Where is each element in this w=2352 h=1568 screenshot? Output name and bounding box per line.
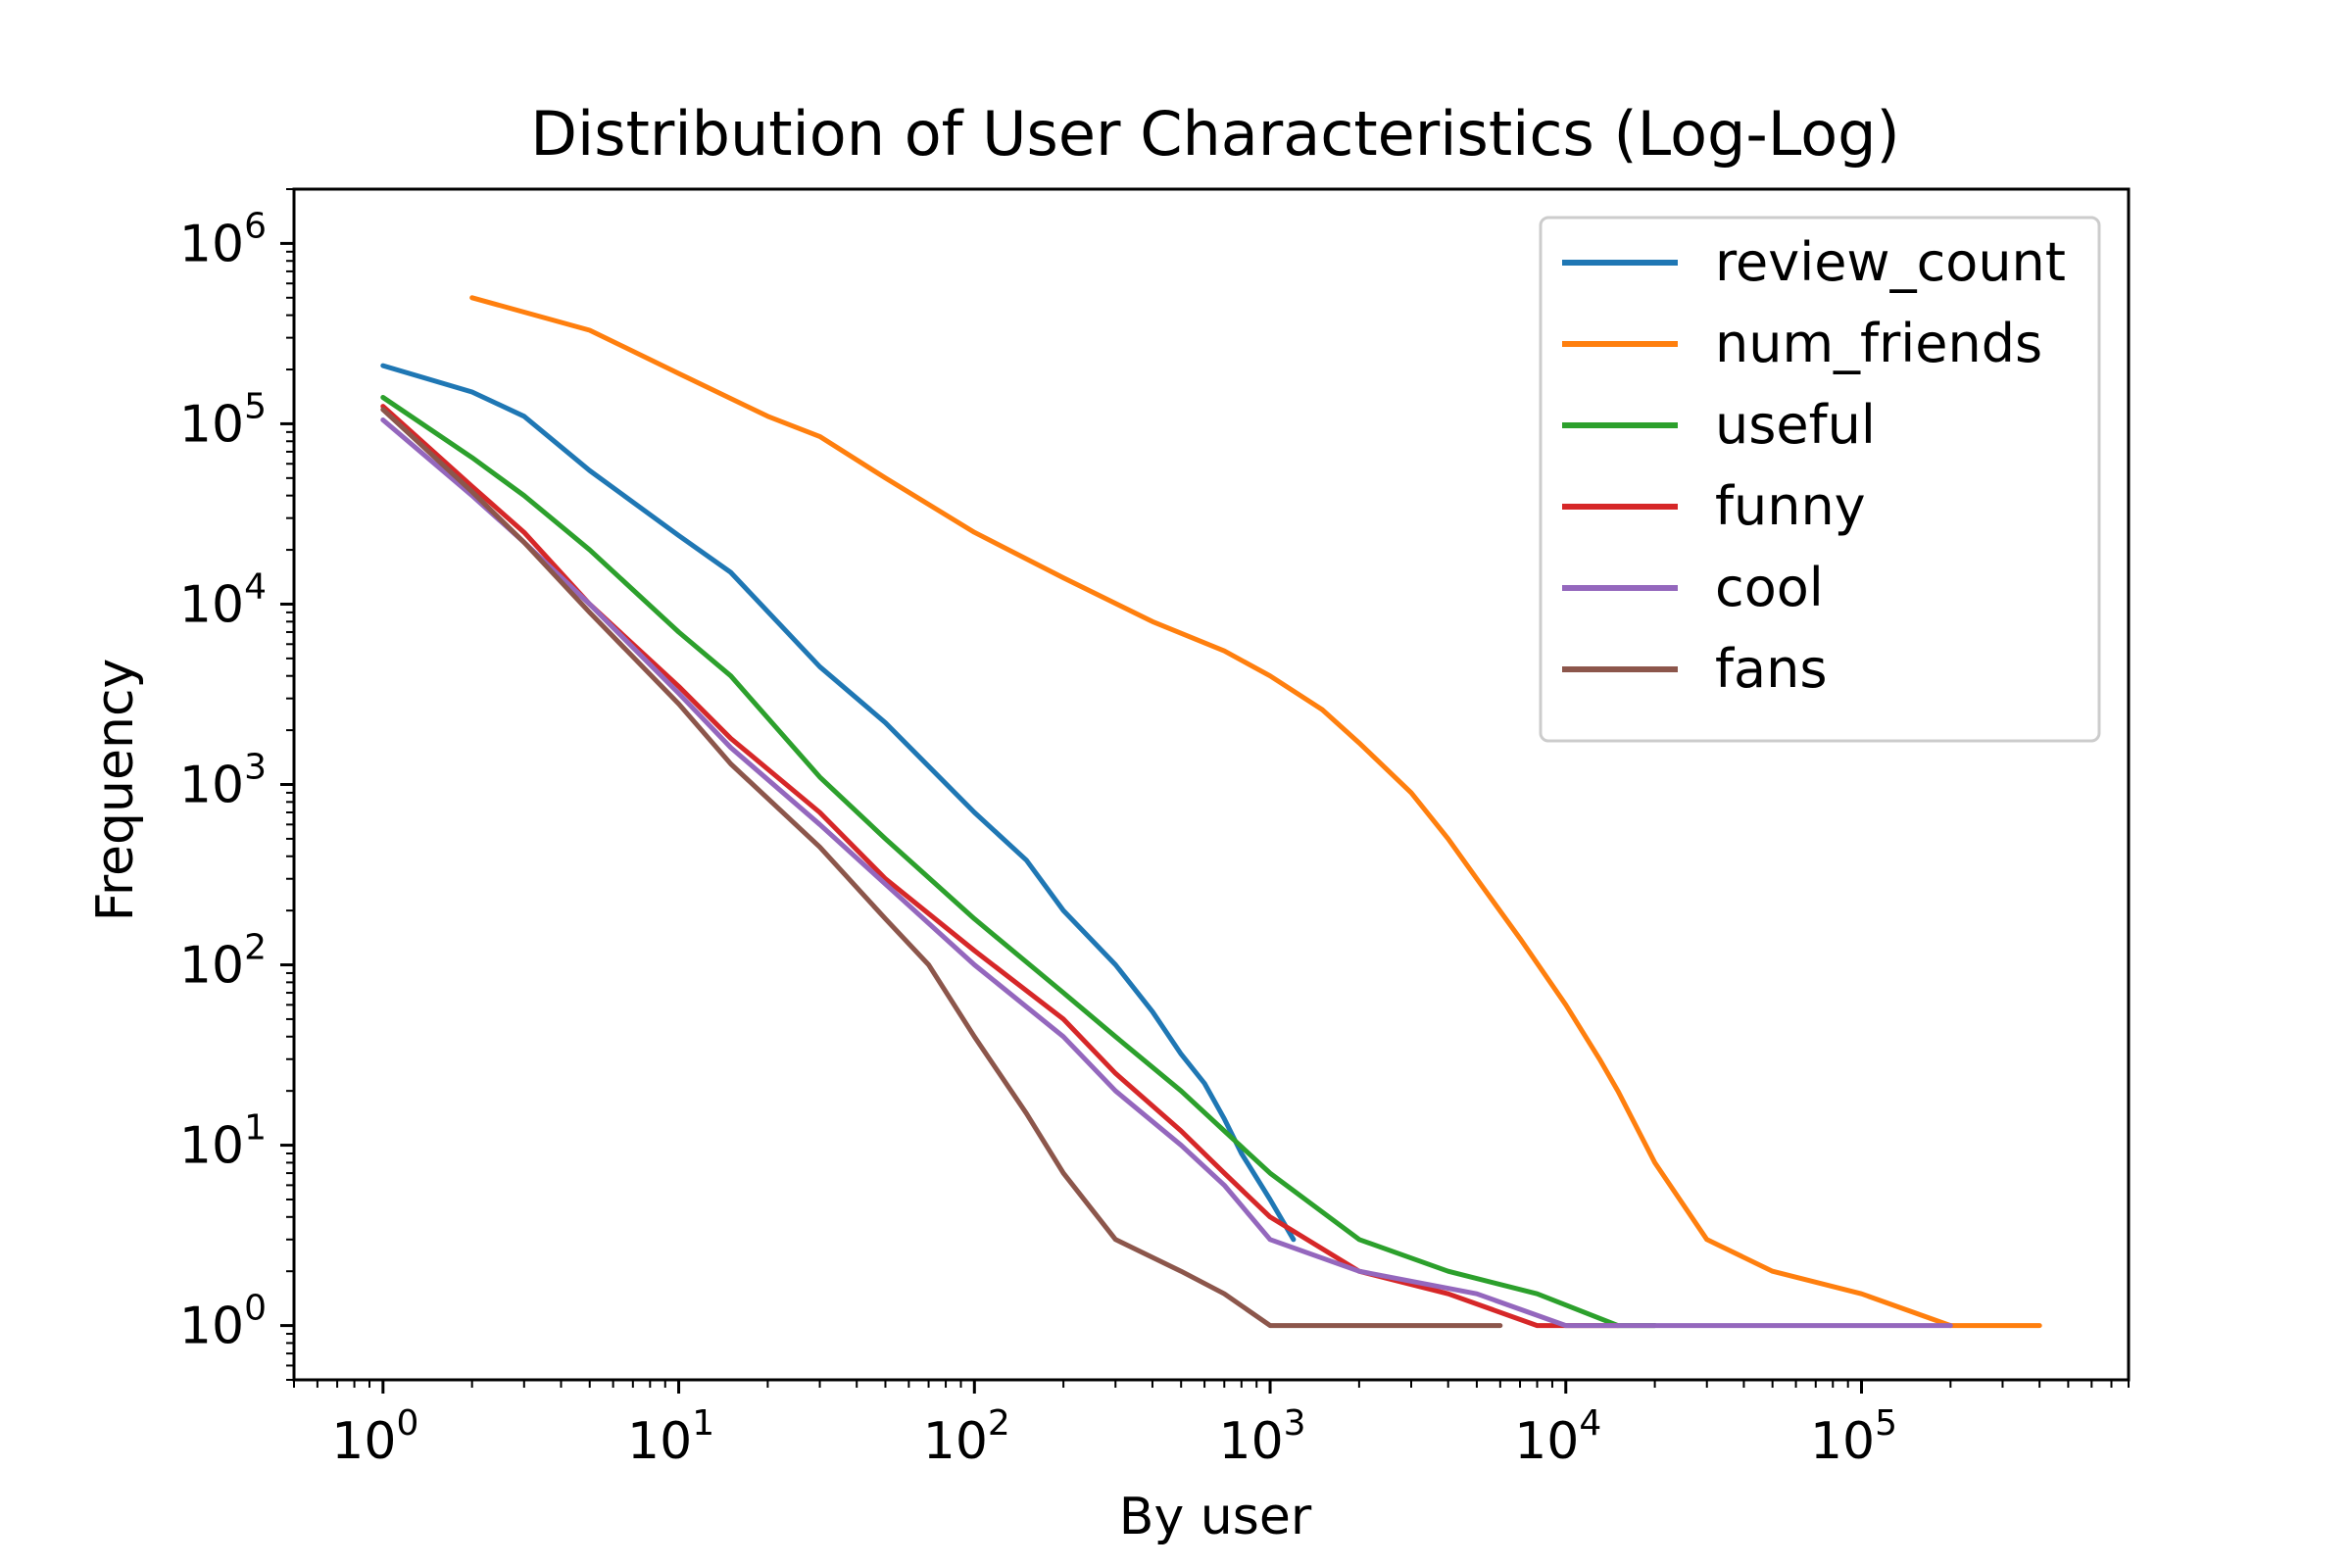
series-line-useful <box>380 395 1658 1329</box>
y-tick-label: 103 <box>179 748 267 815</box>
legend-label: useful <box>1715 394 1876 456</box>
legend-label: funny <box>1715 475 1866 537</box>
legend-label: num_friends <box>1715 313 2042 374</box>
y-tick-label: 106 <box>179 206 267 273</box>
x-tick-label: 104 <box>1514 1403 1601 1471</box>
chart-title: Distribution of User Characteristics (Lo… <box>530 98 1899 170</box>
x-tick-label: 105 <box>1810 1403 1897 1471</box>
y-tick-label: 104 <box>179 566 267 634</box>
series-line-num-friends <box>469 295 2042 1329</box>
legend-label: fans <box>1715 638 1827 700</box>
y-axis-label: Frequency <box>86 659 145 922</box>
x-tick-label: 103 <box>1218 1403 1305 1471</box>
y-tick-label: 102 <box>179 928 267 996</box>
series-line-cool <box>380 417 1953 1329</box>
plot-area <box>380 295 2042 1329</box>
x-tick-label: 100 <box>331 1403 418 1471</box>
legend-label: cool <box>1715 557 1824 618</box>
y-tick-label: 101 <box>179 1108 267 1176</box>
y-tick-label: 100 <box>179 1289 267 1356</box>
legend-box <box>1539 216 2101 743</box>
y-tick-label: 105 <box>179 386 267 454</box>
series-line-fans <box>380 407 1503 1329</box>
axes: 100 101 102 103 104 105 100 101 102 103 104 105 106 <box>179 187 2131 1471</box>
x-tick-label: 101 <box>627 1403 714 1471</box>
x-tick-label: 102 <box>923 1403 1010 1471</box>
x-axis-label: By user <box>1119 1488 1312 1546</box>
series-line-review-count <box>380 363 1297 1243</box>
legend-label: review_count <box>1715 231 2066 293</box>
